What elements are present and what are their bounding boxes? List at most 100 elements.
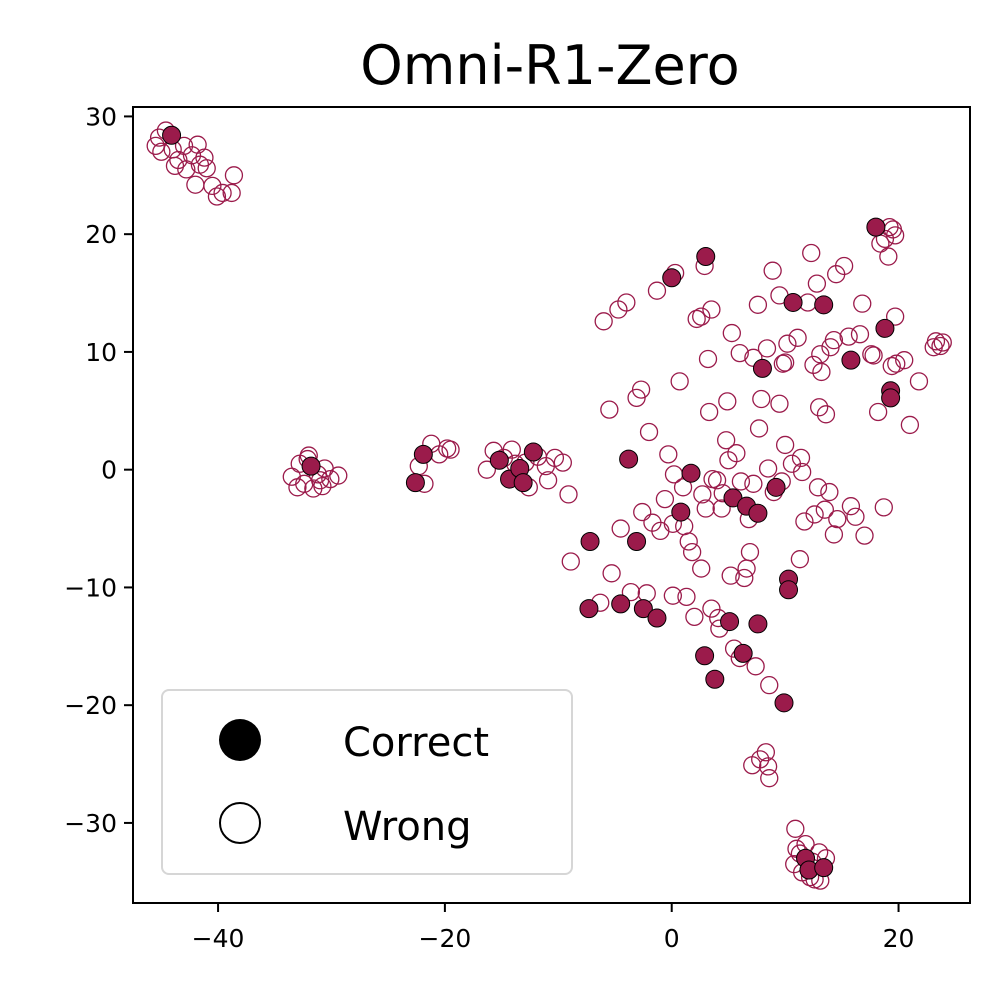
correct-point bbox=[633, 599, 653, 619]
wrong-point bbox=[190, 155, 210, 174]
wrong-point bbox=[682, 542, 702, 562]
wrong-point bbox=[677, 587, 696, 606]
wrong-point bbox=[788, 328, 807, 347]
correct-point bbox=[875, 318, 895, 338]
wrong-point bbox=[687, 309, 706, 329]
wrong-point bbox=[282, 467, 301, 486]
correct-point bbox=[783, 292, 803, 312]
correct-point bbox=[705, 669, 725, 689]
wrong-point bbox=[639, 422, 659, 442]
wrong-point bbox=[633, 502, 652, 522]
wrong-point bbox=[441, 440, 460, 459]
correct-point bbox=[696, 247, 716, 267]
correct-point bbox=[413, 444, 433, 464]
wrong-point bbox=[696, 499, 715, 518]
legend-label-correct: Correct bbox=[343, 720, 489, 766]
wrong-point bbox=[631, 380, 651, 399]
wrong-point bbox=[621, 582, 641, 602]
wrong-point bbox=[692, 559, 711, 578]
wrong-point bbox=[224, 166, 244, 185]
wrong-point bbox=[717, 431, 736, 450]
wrong-point bbox=[602, 564, 621, 583]
y-tick-label: 30 bbox=[85, 102, 117, 131]
wrong-point bbox=[288, 478, 307, 497]
wrong-point bbox=[909, 372, 929, 391]
wrong-point bbox=[659, 445, 678, 464]
wrong-point bbox=[850, 325, 870, 344]
wrong-point bbox=[756, 743, 776, 762]
wrong-point bbox=[786, 819, 805, 838]
x-tick-label: 20 bbox=[883, 924, 915, 953]
wrong-point bbox=[808, 478, 828, 497]
wrong-point bbox=[152, 142, 171, 161]
correct-point bbox=[814, 858, 834, 878]
wrong-point bbox=[718, 392, 737, 411]
wrong-point bbox=[703, 469, 722, 489]
wrong-point bbox=[699, 402, 719, 422]
wrong-point bbox=[329, 466, 348, 485]
correct-point bbox=[774, 693, 794, 713]
correct-point bbox=[662, 268, 682, 288]
wrong-point bbox=[760, 769, 779, 788]
wrong-point bbox=[188, 135, 207, 154]
wrong-point bbox=[839, 327, 858, 346]
wrong-point bbox=[816, 405, 836, 424]
wrong-point bbox=[820, 482, 839, 502]
wrong-point bbox=[617, 293, 636, 312]
wrong-point bbox=[770, 394, 789, 413]
wrong-point bbox=[758, 459, 778, 478]
wrong-point bbox=[731, 472, 751, 491]
wrong-point bbox=[749, 419, 769, 438]
wrong-point bbox=[855, 526, 874, 545]
wrong-point bbox=[900, 415, 920, 435]
correct-point bbox=[513, 473, 533, 493]
correct-point bbox=[866, 217, 886, 237]
wrong-point bbox=[874, 498, 893, 517]
wrong-point bbox=[821, 338, 840, 357]
wrong-point bbox=[197, 159, 216, 178]
wrong-point bbox=[702, 599, 721, 618]
correct-point bbox=[695, 646, 715, 666]
correct-point bbox=[671, 502, 691, 522]
correct-point bbox=[720, 612, 740, 632]
correct-point bbox=[748, 614, 768, 634]
wrong-point bbox=[692, 307, 711, 326]
wrong-point bbox=[882, 356, 901, 376]
correct-point bbox=[489, 450, 509, 470]
wrong-point bbox=[748, 295, 768, 314]
wrong-point bbox=[924, 338, 943, 357]
legend-box bbox=[161, 689, 573, 875]
correct-point bbox=[681, 463, 701, 483]
legend-marker-correct bbox=[219, 719, 261, 761]
wrong-point bbox=[559, 485, 578, 504]
correct-point bbox=[766, 477, 786, 497]
correct-series bbox=[162, 125, 901, 880]
x-tick-label: 0 bbox=[664, 924, 680, 953]
correct-point bbox=[579, 599, 599, 619]
wrong-point bbox=[735, 568, 754, 588]
correct-point bbox=[611, 594, 631, 614]
correct-point bbox=[580, 532, 600, 552]
wrong-point bbox=[213, 183, 232, 203]
wrong-point bbox=[879, 247, 898, 266]
wrong-point bbox=[933, 333, 952, 352]
wrong-point bbox=[664, 465, 684, 484]
wrong-point bbox=[802, 243, 821, 263]
y-tick-label: −10 bbox=[64, 573, 117, 602]
correct-point bbox=[881, 388, 901, 408]
correct-point bbox=[841, 350, 861, 370]
wrong-point bbox=[773, 354, 793, 373]
axis-ticks: −40 −20 0 20 −30 −20 −10 0 10 20 30 bbox=[64, 102, 914, 953]
wrong-point bbox=[740, 542, 760, 562]
wrong-point bbox=[868, 402, 888, 422]
wrong-point bbox=[737, 559, 756, 578]
wrong-point bbox=[775, 435, 795, 455]
plot-frame bbox=[132, 106, 971, 904]
wrong-point bbox=[931, 336, 950, 356]
wrong-point bbox=[203, 176, 222, 196]
wrong-point bbox=[651, 521, 670, 541]
wrong-point bbox=[757, 339, 777, 358]
wrong-point bbox=[887, 354, 906, 373]
wrong-point bbox=[594, 312, 613, 331]
